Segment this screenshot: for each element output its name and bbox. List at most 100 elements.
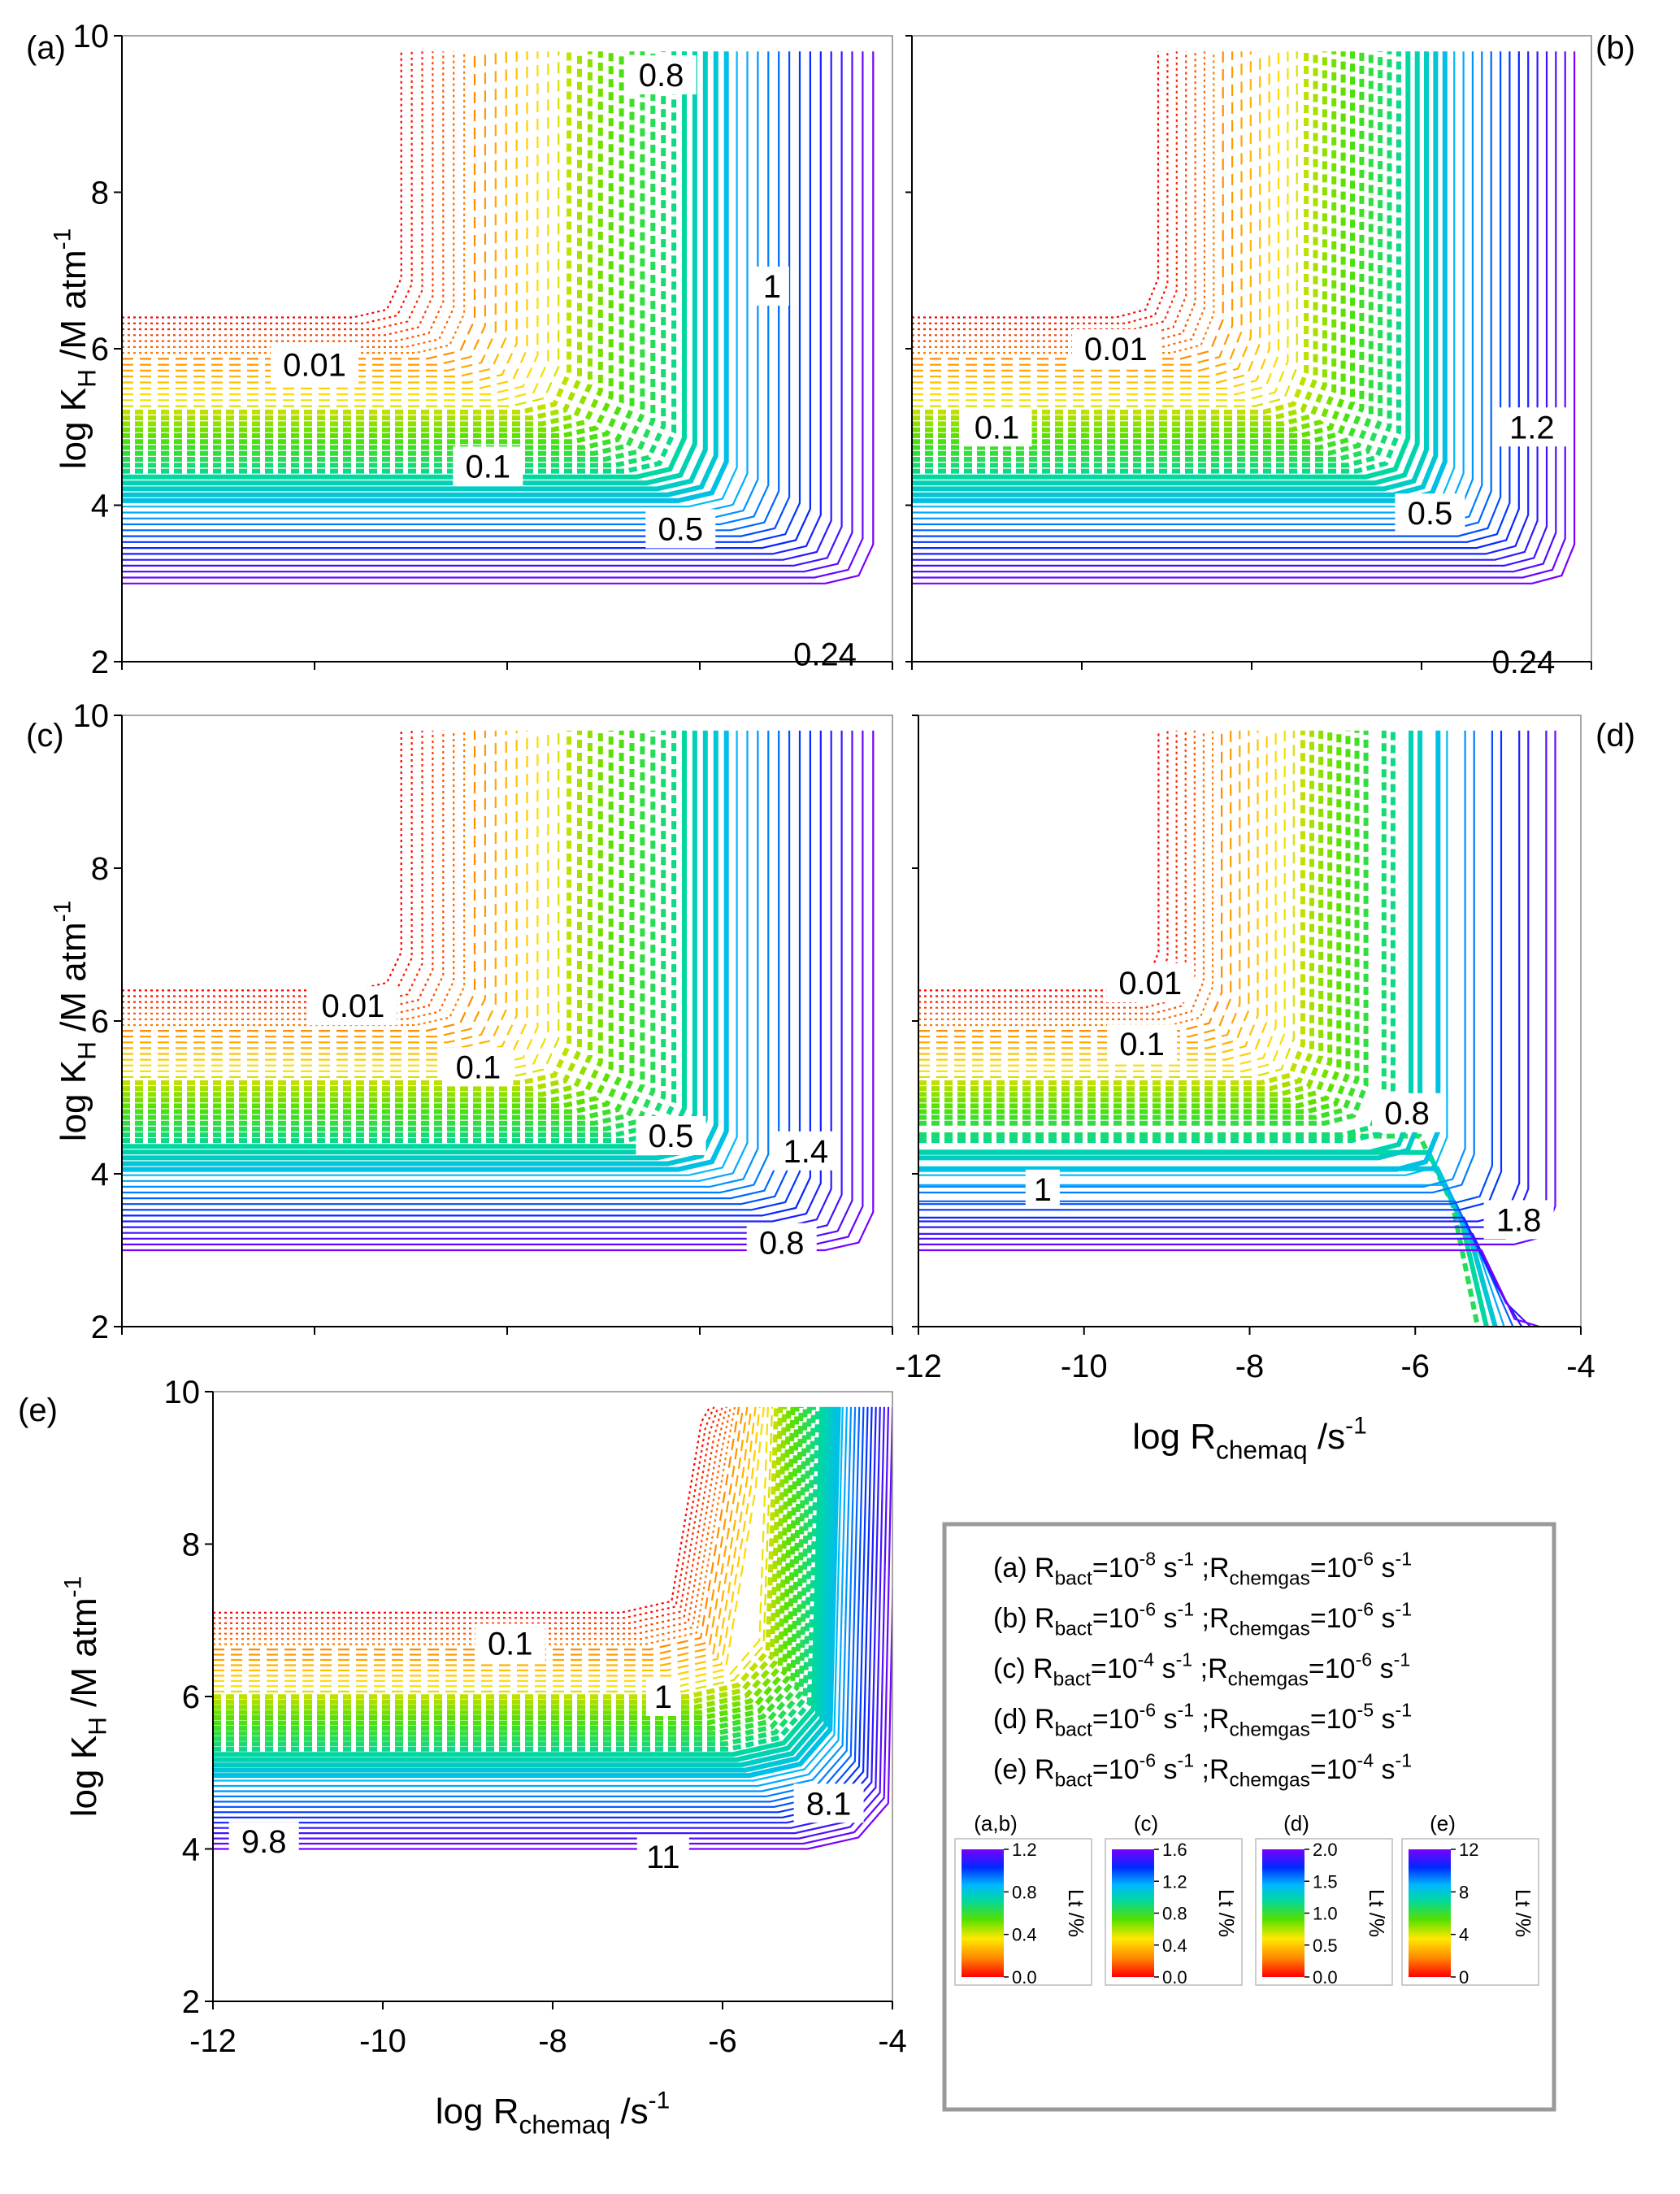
contour-line <box>122 51 832 561</box>
colorbar-tick-label: 1.0 <box>1313 1904 1338 1924</box>
legend-entry: (a) Rbact=10-8 s-1 ;Rchemgas=10-6 s-1 <box>993 1549 1412 1590</box>
contour-line <box>213 1406 727 1635</box>
contour-line <box>912 51 1346 438</box>
contour-line <box>122 730 801 1211</box>
contour-label-box <box>475 1623 545 1663</box>
contour-label: 0.01 <box>1118 966 1182 1001</box>
contour-line <box>122 51 423 331</box>
contour-line <box>918 1232 1531 1327</box>
colorbar-label: Lt /% <box>1214 1889 1239 1937</box>
colorbar-label: Lt /% <box>1365 1889 1389 1937</box>
contour-line <box>122 51 402 319</box>
colorbar-gradient <box>1112 1849 1154 1977</box>
colorbar-tick-label: 0.0 <box>1012 1967 1037 1988</box>
contour-label: 0.1 <box>465 449 510 484</box>
contour-line <box>912 51 1566 579</box>
contour-line <box>918 730 1360 1120</box>
contour-line <box>122 730 853 1240</box>
colorbar-gradient <box>1409 1849 1451 1977</box>
contour-label-box <box>1071 329 1160 368</box>
contour-line <box>213 1406 761 1677</box>
contour-line <box>122 730 843 1234</box>
contour-line <box>122 51 729 503</box>
contour-label-box <box>962 407 1032 447</box>
contour-line <box>912 51 1270 389</box>
contour-label: 0.1 <box>975 410 1020 445</box>
contour-lines-e <box>213 1406 892 1850</box>
x-tick-label: -4 <box>878 2023 907 2059</box>
x-tick-label: -6 <box>1400 1349 1430 1384</box>
contour-label: 8.1 <box>806 1786 852 1822</box>
contour-line <box>213 1406 848 1788</box>
contour-line <box>918 730 1351 1114</box>
contour-line <box>122 51 603 432</box>
contour-line <box>213 1406 890 1840</box>
contour-line <box>213 1406 719 1624</box>
contour-label-box <box>771 1131 841 1171</box>
contour-line <box>122 51 822 555</box>
contour-line <box>213 1406 812 1741</box>
contour-line <box>912 51 1318 421</box>
colorbar-label: Lt /% <box>1064 1889 1088 1937</box>
contour-line <box>122 51 780 532</box>
colorbar-tick-label: 0.5 <box>1313 1935 1338 1956</box>
contour-line <box>918 730 1493 1206</box>
contour-line <box>122 51 749 514</box>
panel-label-e: (e) <box>18 1392 58 1428</box>
y-axis-a: 2 4 6 8 10 log KH /M atm-1 <box>50 19 123 680</box>
contour-label: 0.01 <box>283 347 346 383</box>
x-axis-e: -12 -10 -8 -6 -4 log Rchemaq /s-1 <box>189 2001 907 2139</box>
contour-line <box>122 51 853 573</box>
contour-line <box>912 51 1309 415</box>
x-tick-label: -10 <box>1061 1349 1108 1384</box>
colorbar-title: (a,b) <box>974 1811 1017 1836</box>
contour-label: 0.1 <box>456 1049 501 1085</box>
contour-line <box>213 1406 769 1688</box>
contour-line <box>918 730 1295 1078</box>
panel-e: 0.1 1 9.8 8.1 11 (e) <box>18 1391 893 2002</box>
colorbar-tick-label: 0.8 <box>1162 1904 1187 1924</box>
contour-line <box>122 730 560 1078</box>
contour-label: 1.8 <box>1496 1202 1542 1238</box>
contour-line <box>912 51 1215 354</box>
contour-line <box>122 730 434 1009</box>
contour-line <box>918 730 1286 1072</box>
y-axis-e: 2 4 6 8 10 log KH /M atm-1 <box>60 1375 214 2020</box>
contour-line <box>912 51 1576 584</box>
contour-line <box>912 51 1169 324</box>
legend-box: (a) Rbact=10-8 s-1 ;Rchemgas=10-6 s-1 (b)… <box>942 1522 1556 2112</box>
contour-label: 0.5 <box>658 511 703 547</box>
contour-label: 0.24 <box>793 636 857 672</box>
panel-label-d: (d) <box>1595 718 1635 754</box>
contour-line <box>122 51 801 543</box>
contour-line <box>213 1406 844 1782</box>
contour-line <box>918 730 1314 1092</box>
contour-line <box>122 51 759 519</box>
y-tick-label: 10 <box>164 1375 201 1410</box>
contour-line <box>213 1406 779 1700</box>
contour-line <box>122 730 423 1003</box>
contour-line <box>918 730 1305 1085</box>
contour-line <box>213 1406 731 1640</box>
legend-entry: (d) Rbact=10-6 s-1 ;Rchemgas=10-5 s-1 <box>993 1700 1412 1741</box>
contour-label-box <box>645 1677 680 1716</box>
contour-line <box>122 51 528 389</box>
contour-line <box>918 730 1169 997</box>
contour-line <box>122 51 507 378</box>
contour-line <box>122 51 518 384</box>
contour-label-box <box>1106 963 1195 1002</box>
contour-line <box>122 730 507 1049</box>
contour-label-box <box>746 1223 817 1262</box>
contour-line <box>122 730 572 1085</box>
contour-line <box>912 51 1280 396</box>
y-tick-label: 2 <box>91 645 109 680</box>
contour-line <box>918 730 1241 1044</box>
contour-line <box>122 730 402 992</box>
contour-line <box>912 51 1355 445</box>
contour-label-box <box>1483 1200 1554 1240</box>
contour-line <box>912 51 1439 497</box>
contour-line <box>918 730 1223 1032</box>
contour-line <box>912 51 1411 480</box>
panel-label-a: (a) <box>26 30 66 66</box>
x-tick-label: -12 <box>189 2023 237 2059</box>
